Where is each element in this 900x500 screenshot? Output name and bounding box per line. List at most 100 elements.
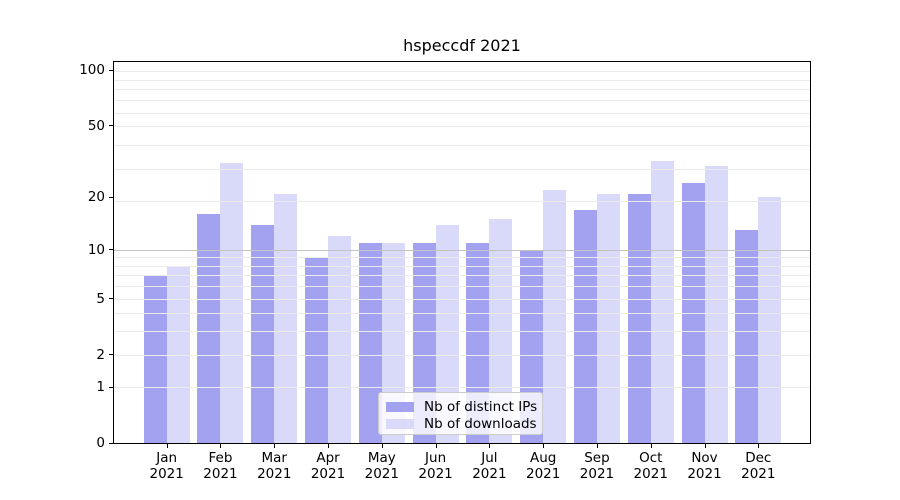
bar-downloads-jan: [166, 265, 190, 443]
gridline: [114, 387, 810, 389]
y-tick-mark: [109, 442, 113, 444]
bar-ips-dec: [735, 230, 759, 443]
legend-label-downloads: Nb of downloads: [424, 415, 537, 432]
gridline: [114, 313, 810, 315]
x-tick-label-may: May 2021: [354, 450, 410, 482]
gridline: [114, 145, 810, 147]
x-tick-mark: [435, 444, 437, 448]
gridline: [114, 112, 810, 114]
x-tick-mark: [220, 444, 222, 448]
year-label: 2021: [257, 465, 292, 482]
bar-ips-jan: [143, 275, 167, 443]
gridline: [114, 100, 810, 102]
x-tick-label-mar: Mar 2021: [246, 450, 302, 482]
y-tick-mark: [109, 386, 113, 388]
year-label: 2021: [203, 465, 238, 482]
bar-downloads-sep: [596, 193, 620, 443]
bar-ips-nov: [681, 183, 705, 443]
x-tick-mark: [381, 444, 383, 448]
year-label: 2021: [418, 465, 453, 482]
year-label: 2021: [525, 465, 561, 482]
year-label: 2021: [741, 465, 776, 482]
bar-ips-apr: [305, 257, 329, 443]
x-tick-mark: [328, 444, 330, 448]
x-tick-label-jan: Jan 2021: [139, 450, 195, 482]
x-tick-label-jun: Jun 2021: [408, 450, 464, 482]
x-tick-mark: [704, 444, 706, 448]
gridline: [114, 354, 810, 356]
gridline: [114, 79, 810, 81]
month-label: Jul: [481, 450, 498, 466]
y-tick-mark: [109, 298, 113, 300]
bar-downloads-dec: [758, 197, 782, 443]
month-label: Mar: [261, 450, 287, 466]
x-tick-mark: [489, 444, 491, 448]
month-label: Apr: [316, 450, 340, 466]
y-tick-label-50: 50: [87, 117, 105, 134]
year-label: 2021: [364, 465, 399, 482]
y-tick-label-5: 5: [96, 290, 105, 307]
x-tick-label-nov: Nov 2021: [677, 450, 733, 482]
year-label: 2021: [687, 465, 722, 482]
gridline: [114, 71, 810, 73]
gridline: [114, 298, 810, 300]
gridline: [114, 265, 810, 267]
gridline: [114, 168, 810, 170]
month-label: Oct: [639, 450, 663, 466]
x-tick-label-feb: Feb 2021: [192, 450, 248, 482]
y-tick-label-0: 0: [96, 435, 105, 452]
x-tick-label-aug: Aug 2021: [515, 450, 571, 482]
x-tick-label-sep: Sep 2021: [569, 450, 625, 482]
legend-item-downloads: Nb of downloads: [386, 415, 537, 432]
legend-swatch-downloads: [386, 418, 414, 429]
gridline: [114, 286, 810, 288]
gridline-emphasis: [114, 249, 810, 251]
legend: Nb of distinct IPs Nb of downloads: [378, 392, 543, 435]
month-label: Nov: [691, 450, 718, 466]
y-tick-label-20: 20: [87, 189, 105, 206]
gridline: [114, 201, 810, 203]
gridline: [114, 89, 810, 91]
month-label: Dec: [745, 450, 772, 466]
bar-downloads-nov: [704, 165, 728, 443]
bar-ips-feb: [197, 214, 221, 443]
year-label: 2021: [579, 465, 615, 482]
year-label: 2021: [633, 465, 668, 482]
bar-downloads-aug: [543, 190, 567, 443]
y-tick-mark: [109, 69, 113, 71]
chart-title: hspeccdf 2021: [403, 36, 521, 55]
year-label: 2021: [310, 465, 346, 482]
gridline: [114, 275, 810, 277]
month-label: Jun: [425, 450, 447, 466]
x-tick-mark: [166, 444, 168, 448]
legend-item-distinct-ips: Nb of distinct IPs: [386, 398, 538, 415]
year-label: 2021: [149, 465, 184, 482]
x-tick-label-jul: Jul 2021: [461, 450, 517, 482]
legend-label-distinct-ips: Nb of distinct IPs: [424, 398, 538, 415]
y-tick-label-1: 1: [96, 379, 105, 396]
gridline: [114, 331, 810, 333]
y-tick-label-100: 100: [79, 62, 105, 79]
x-tick-label-apr: Apr 2021: [300, 450, 356, 482]
x-tick-label-oct: Oct 2021: [623, 450, 679, 482]
y-tick-mark: [109, 249, 113, 251]
bar-downloads-jun: [435, 224, 459, 443]
y-tick-mark: [109, 125, 113, 127]
month-label: Jan: [156, 450, 178, 466]
x-tick-mark: [274, 444, 276, 448]
x-tick-mark: [543, 444, 545, 448]
month-label: Feb: [208, 450, 233, 466]
month-label: Sep: [584, 450, 610, 466]
x-tick-mark: [650, 444, 652, 448]
bar-downloads-mar: [274, 193, 298, 443]
bar-ips-oct: [627, 193, 651, 443]
bar-ips-may: [358, 242, 382, 443]
bar-downloads-feb: [220, 163, 244, 443]
bar-downloads-apr: [328, 236, 352, 443]
legend-swatch-distinct-ips: [386, 401, 414, 412]
bar-downloads-oct: [650, 160, 674, 443]
plot-area: [113, 61, 811, 444]
bar-downloads-jul: [489, 219, 513, 443]
y-tick-mark: [109, 354, 113, 356]
month-label: Aug: [529, 450, 557, 466]
